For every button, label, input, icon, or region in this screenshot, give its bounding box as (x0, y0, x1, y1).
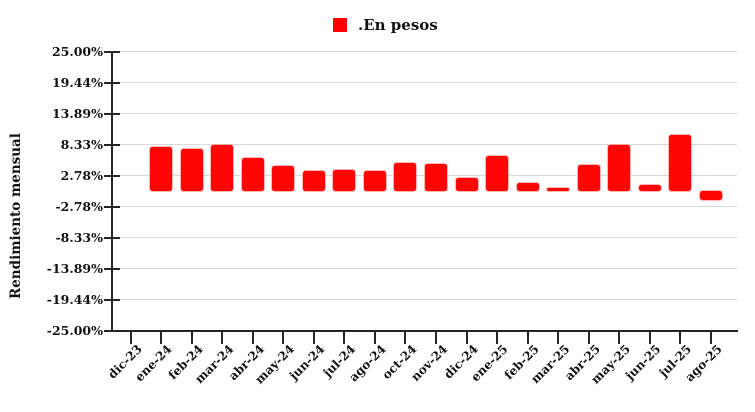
bar-may-24 (272, 166, 295, 191)
x-tick-mark (404, 330, 407, 344)
y-axis-line (111, 50, 113, 332)
bar-nov-24 (425, 164, 447, 191)
x-tick-mark (435, 330, 437, 344)
y-tick-label: -19.44% (46, 291, 103, 307)
gridline (112, 174, 737, 177)
x-tick-mark (618, 330, 621, 344)
bar-abr-24 (241, 157, 264, 191)
gridline (112, 267, 737, 270)
y-tick-label: 25.00% (51, 43, 103, 59)
bar-mar-24 (211, 145, 234, 191)
x-tick-mark (465, 330, 468, 344)
bar-jun-24 (302, 171, 325, 191)
y-tick-label: 19.44% (51, 74, 103, 90)
chart-legend: .En pesos (333, 16, 438, 34)
gridline (112, 112, 737, 115)
x-tick-mark (190, 330, 193, 344)
gridline (112, 236, 737, 239)
bar-jul-25 (669, 135, 692, 191)
x-tick-mark (496, 330, 499, 344)
x-tick-mark (373, 330, 376, 344)
x-axis-line (111, 330, 738, 332)
bar-feb-24 (180, 148, 203, 191)
x-tick-mark (129, 330, 132, 344)
legend-label: .En pesos (358, 16, 438, 34)
y-tick-label: 2.78% (60, 167, 103, 183)
gridline (112, 205, 737, 208)
x-tick-mark (160, 330, 163, 344)
bar-ene-25 (486, 155, 509, 191)
x-tick-mark (709, 330, 712, 344)
gridline (112, 81, 737, 84)
x-tick-mark (282, 330, 285, 344)
bar-mar-25 (547, 188, 570, 191)
bar-ago-24 (363, 170, 386, 191)
bar-may-25 (608, 145, 631, 191)
y-tick-label: -2.78% (55, 198, 103, 214)
x-tick-mark (648, 330, 651, 344)
y-tick-label: -25.00% (46, 322, 103, 338)
x-tick-mark (312, 330, 315, 344)
bar-oct-24 (394, 162, 417, 191)
y-axis-title: Rendimiento mensual (8, 133, 24, 299)
bar-abr-25 (577, 165, 600, 191)
x-tick-mark (343, 330, 346, 344)
x-tick-mark (557, 330, 560, 344)
bar-dic-24 (455, 177, 478, 191)
x-tick-mark (251, 330, 254, 344)
bar-ene-24 (150, 146, 173, 191)
bar-jun-25 (638, 184, 661, 191)
y-tick-label: -8.33% (55, 229, 103, 245)
bar-ago-25 (699, 191, 722, 201)
x-tick-mark (221, 330, 224, 344)
x-tick-mark (679, 330, 682, 344)
y-tick-label: 13.89% (51, 105, 103, 121)
y-tick-label: 8.33% (60, 136, 103, 152)
bar-jul-24 (333, 169, 356, 191)
gridline (112, 298, 737, 301)
legend-swatch-en-pesos (333, 18, 347, 32)
gridline (112, 50, 737, 53)
y-tick-label: -13.89% (46, 260, 103, 276)
x-tick-mark (587, 330, 590, 344)
gridline (112, 143, 737, 146)
bar-feb-25 (516, 183, 539, 191)
x-tick-mark (526, 330, 529, 344)
